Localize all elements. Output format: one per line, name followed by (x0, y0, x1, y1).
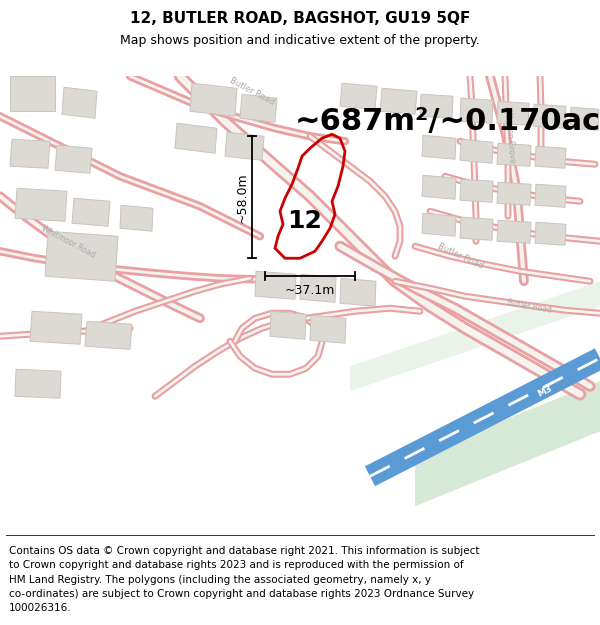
Text: 100026316.: 100026316. (9, 603, 71, 613)
Polygon shape (497, 143, 531, 166)
Polygon shape (460, 139, 493, 163)
Polygon shape (175, 123, 217, 153)
Polygon shape (340, 278, 376, 306)
Polygon shape (535, 184, 566, 208)
Polygon shape (72, 198, 110, 226)
Text: ~687m²/~0.170ac.: ~687m²/~0.170ac. (295, 107, 600, 136)
Polygon shape (62, 88, 97, 118)
Polygon shape (497, 101, 529, 125)
Text: co-ordinates) are subject to Crown copyright and database rights 2023 Ordnance S: co-ordinates) are subject to Crown copyr… (9, 589, 474, 599)
Text: Contains OS data © Crown copyright and database right 2021. This information is : Contains OS data © Crown copyright and d… (9, 546, 479, 556)
Polygon shape (15, 188, 67, 221)
Polygon shape (10, 76, 55, 111)
Polygon shape (30, 311, 82, 344)
Polygon shape (497, 220, 531, 243)
Polygon shape (45, 231, 118, 281)
Polygon shape (55, 145, 92, 173)
Polygon shape (15, 369, 61, 398)
Polygon shape (225, 132, 264, 160)
Polygon shape (415, 381, 600, 506)
Text: Butler Road: Butler Road (436, 242, 484, 271)
Polygon shape (85, 321, 132, 349)
Polygon shape (533, 104, 566, 128)
Text: Whitmoor Road: Whitmoor Road (40, 223, 96, 259)
Polygon shape (460, 217, 493, 240)
Polygon shape (350, 281, 600, 391)
Polygon shape (190, 83, 237, 116)
Polygon shape (422, 175, 456, 199)
Text: HM Land Registry. The polygons (including the associated geometry, namely x, y: HM Land Registry. The polygons (includin… (9, 574, 431, 584)
Polygon shape (422, 135, 456, 159)
Text: 12, BUTLER ROAD, BAGSHOT, GU19 5QF: 12, BUTLER ROAD, BAGSHOT, GU19 5QF (130, 11, 470, 26)
Polygon shape (422, 213, 456, 236)
Polygon shape (535, 146, 566, 168)
Text: Butler Road: Butler Road (228, 76, 276, 107)
Text: M3: M3 (536, 384, 554, 399)
Polygon shape (240, 94, 277, 122)
Polygon shape (270, 311, 306, 339)
Polygon shape (570, 107, 599, 130)
Text: ~37.1m: ~37.1m (285, 284, 335, 297)
Polygon shape (460, 179, 493, 203)
Polygon shape (460, 98, 493, 123)
Polygon shape (535, 222, 566, 245)
Polygon shape (300, 274, 336, 302)
Polygon shape (310, 315, 346, 343)
Polygon shape (255, 271, 296, 299)
Text: Weston Grove: Weston Grove (503, 109, 517, 163)
Text: 12: 12 (287, 209, 322, 233)
Polygon shape (340, 83, 377, 109)
Polygon shape (380, 88, 417, 114)
Polygon shape (420, 94, 453, 118)
Text: Butler Road: Butler Road (507, 298, 553, 314)
Text: to Crown copyright and database rights 2023 and is reproduced with the permissio: to Crown copyright and database rights 2… (9, 560, 464, 570)
Text: Map shows position and indicative extent of the property.: Map shows position and indicative extent… (120, 34, 480, 47)
Polygon shape (10, 139, 50, 168)
Text: ~58.0m: ~58.0m (235, 172, 248, 222)
Polygon shape (497, 182, 531, 205)
Polygon shape (120, 205, 153, 231)
